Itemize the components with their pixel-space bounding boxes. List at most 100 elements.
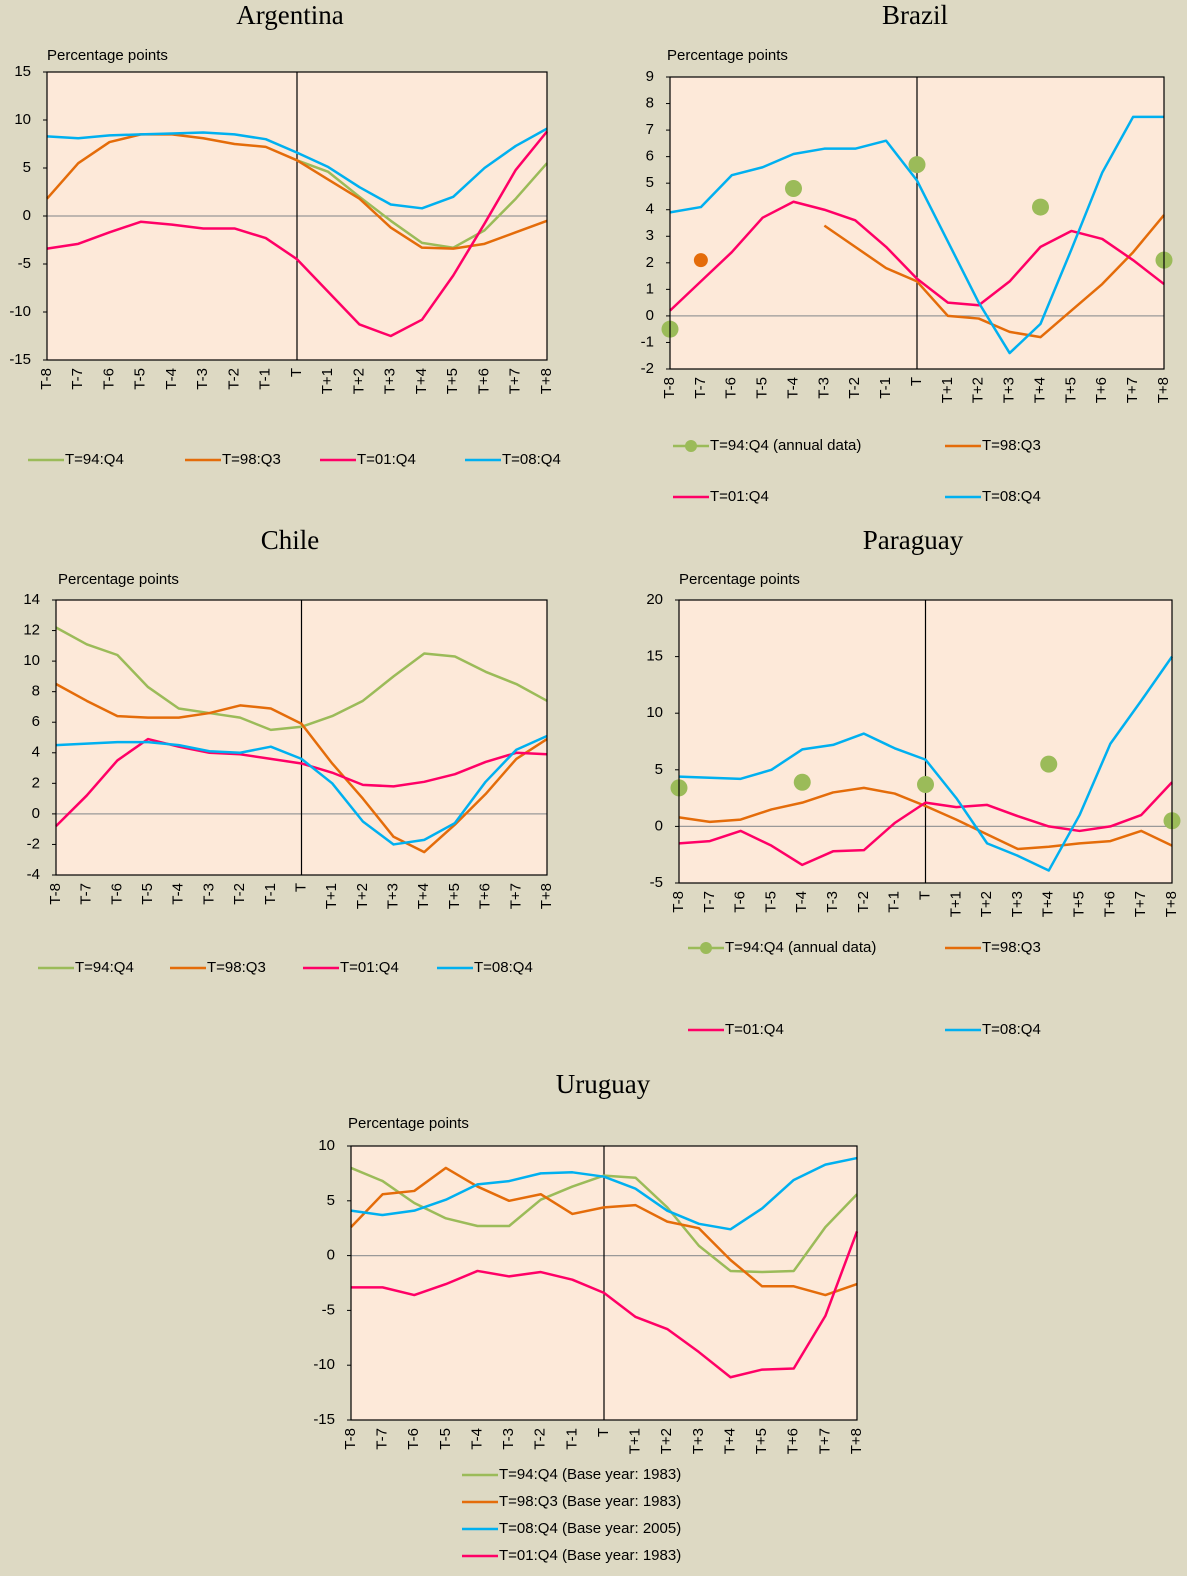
x-tick-label: T-3	[500, 1428, 517, 1450]
y-tick-label: 2	[32, 774, 40, 791]
x-tick-label: T+7	[1124, 377, 1141, 403]
x-tick-label: T+3	[382, 368, 399, 394]
x-tick-label: T-6	[405, 1428, 422, 1450]
x-tick-label: T-1	[257, 368, 274, 390]
x-tick-label: T+7	[507, 883, 524, 909]
y-tick-label: 10	[318, 1137, 335, 1154]
legend-label: T=94:Q4 (annual data)	[725, 939, 876, 956]
x-tick-label: T+4	[415, 883, 432, 909]
series-line	[351, 1231, 859, 1379]
legend-label: T=94:Q4	[65, 451, 124, 468]
y-tick-label: 4	[646, 201, 654, 218]
x-tick-label: T+4	[1040, 891, 1057, 917]
y-tick-label: 3	[646, 227, 654, 244]
x-tick-label: T+5	[1062, 377, 1079, 403]
plot-border	[46, 71, 548, 361]
x-tick-label: T+1	[319, 368, 336, 394]
series-line	[296, 159, 548, 249]
x-tick-label: T+1	[627, 1428, 644, 1454]
y-tick-label: 6	[646, 148, 654, 165]
series-line	[823, 214, 1165, 339]
x-tick-label: T+1	[947, 891, 964, 917]
x-tick-label: T+8	[1155, 377, 1172, 403]
x-tick-label: T+2	[350, 368, 367, 394]
x-tick-label: T+2	[970, 377, 987, 403]
plot-border	[678, 599, 1173, 884]
x-tick-label: T+7	[1132, 891, 1149, 917]
series-line	[55, 682, 548, 854]
x-tick-label: T+4	[1031, 377, 1048, 403]
series-line	[350, 1156, 858, 1231]
y-tick-label: -5	[650, 874, 663, 891]
x-tick-label: T-7	[701, 891, 718, 913]
legend-label: T=98:Q3	[982, 939, 1041, 956]
series-line	[669, 115, 1164, 355]
x-tick-label: T-2	[855, 891, 872, 913]
legend-label: T=08:Q4	[502, 451, 561, 468]
series-line	[678, 655, 1174, 872]
x-tick-label: T-8	[342, 1428, 359, 1450]
series-line	[46, 130, 548, 338]
x-tick-label: T-5	[754, 377, 771, 399]
legend-label: T=01:Q4	[725, 1021, 784, 1038]
x-tick-label: T+7	[507, 368, 524, 394]
y-tick-label: 0	[646, 307, 654, 324]
x-tick-label: T+6	[477, 883, 494, 909]
x-tick-label: T+1	[939, 377, 956, 403]
legend-label: T=08:Q4	[474, 959, 533, 976]
y-tick-label: 8	[646, 95, 654, 112]
y-tick-label: 6	[32, 713, 40, 730]
chart-title: Brazil	[882, 0, 948, 30]
chart-title: Uruguay	[556, 1069, 651, 1099]
x-tick-label: T-6	[108, 883, 125, 905]
x-tick-label: T+5	[753, 1428, 770, 1454]
x-tick-label: T+6	[785, 1428, 802, 1454]
point	[785, 179, 802, 197]
x-tick-label: T+3	[1001, 377, 1018, 403]
point	[793, 773, 811, 791]
plot-border	[350, 1145, 858, 1421]
y-tick-label: 5	[327, 1192, 335, 1209]
y-tick-label: 10	[646, 704, 663, 721]
x-tick-label: T-3	[200, 883, 217, 905]
point	[1032, 198, 1049, 216]
x-tick-label: T	[916, 891, 933, 900]
legend-label: T=08:Q4	[982, 1021, 1041, 1038]
x-tick-label: T-3	[194, 368, 211, 390]
y-tick-label: 10	[23, 652, 40, 669]
y-tick-label: 2	[646, 254, 654, 271]
x-tick-label: T+2	[658, 1428, 675, 1454]
x-tick-label: T-6	[732, 891, 749, 913]
y-tick-label: -10	[313, 1356, 335, 1373]
series-line	[350, 1166, 858, 1297]
x-tick-label: T-1	[877, 377, 894, 399]
y-tick-label: -4	[27, 866, 40, 883]
y-tick-label: -5	[322, 1301, 335, 1318]
series-line	[678, 781, 1173, 867]
chart-title: Paraguay	[863, 525, 964, 555]
x-tick-label: T	[908, 377, 925, 386]
point	[693, 253, 708, 268]
legend-label: T=01:Q4 (Base year: 1983)	[499, 1547, 681, 1564]
legend-label: T=98:Q3	[982, 437, 1041, 454]
y-tick-label: 0	[655, 817, 663, 834]
y-tick-label: 14	[23, 591, 40, 608]
x-tick-label: T+8	[1163, 891, 1180, 917]
y-axis-label: Percentage points	[667, 47, 788, 64]
x-tick-label: T+6	[1093, 377, 1110, 403]
series-line	[55, 626, 548, 732]
x-tick-label: T+3	[385, 883, 402, 909]
x-tick-label: T	[595, 1428, 612, 1437]
y-tick-label: 0	[327, 1247, 335, 1264]
x-tick-label: T-8	[670, 891, 687, 913]
chart-title: Chile	[261, 525, 320, 555]
x-tick-label: T-5	[762, 891, 779, 913]
y-tick-label: -2	[27, 835, 40, 852]
legend-label: T=98:Q3 (Base year: 1983)	[499, 1493, 681, 1510]
y-tick-label: 8	[32, 683, 40, 700]
y-axis-label: Percentage points	[47, 47, 168, 64]
y-tick-label: -15	[9, 351, 31, 368]
legend-label: T=08:Q4 (Base year: 2005)	[499, 1520, 681, 1537]
x-tick-label: T-4	[170, 883, 187, 905]
y-tick-label: 10	[14, 111, 31, 128]
